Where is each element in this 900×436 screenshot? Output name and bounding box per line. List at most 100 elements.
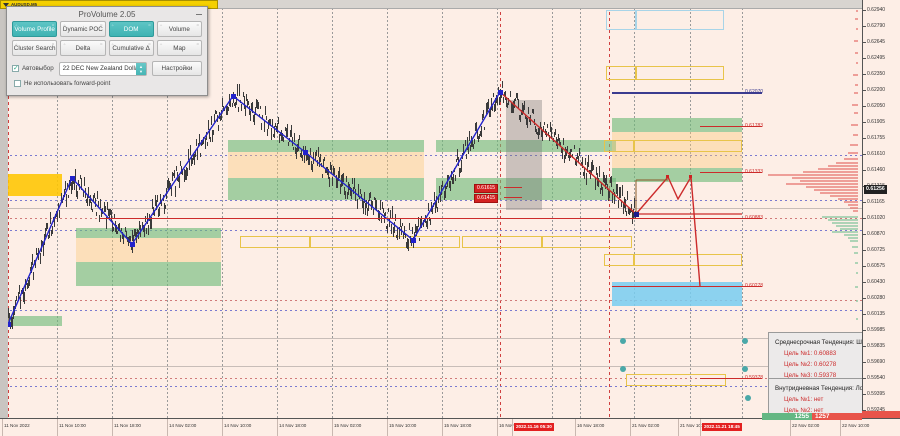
candle [67, 194, 69, 198]
candle [271, 119, 273, 127]
autoselect-checkbox[interactable]: Автовыбор [12, 64, 54, 73]
candle [54, 219, 56, 228]
price-level-extension [612, 286, 742, 287]
time-tick-separator [167, 419, 168, 436]
candle [179, 176, 181, 189]
candle [264, 106, 266, 116]
candle [237, 84, 239, 97]
volume-bar-sell [848, 204, 858, 206]
provolume-button-dom[interactable]: ⊹ ⊙ DOM [108, 21, 154, 37]
volume-buy [832, 222, 858, 224]
volume-bar-sell [768, 174, 858, 176]
current-price-label: 0.61256 [864, 185, 887, 194]
candle [221, 110, 223, 120]
time-tick-label: 11 Nov 18:00 [114, 423, 141, 428]
price-tick-label: 0.59395 [867, 391, 886, 397]
candle [491, 106, 493, 112]
checkbox-checked-icon[interactable] [12, 64, 19, 73]
provolume-button-grid[interactable]: ⊹ ⊙ Volume Profile ⊹ ⊙ Dynamic POC ⊹ ⊙ DOM ⊹ ⊙ Volu… [7, 21, 207, 56]
candle [609, 191, 611, 198]
candle [154, 209, 156, 217]
forward-point-checkbox[interactable]: Не использовать forward-point [14, 80, 202, 87]
candle [286, 124, 288, 137]
candle [57, 212, 59, 223]
candle [342, 172, 344, 183]
candle [508, 97, 510, 106]
candle [258, 102, 260, 110]
checkbox-unchecked-icon[interactable] [14, 80, 21, 87]
volume-bar-sell [792, 177, 858, 179]
provolume-panel[interactable]: ProVolume 2.05 ⊹ ⊙ Volume Profile ⊹ ⊙ Dynamic… [6, 6, 208, 96]
candle [578, 147, 580, 157]
candle [129, 235, 131, 241]
provolume-forwardpoint-row[interactable]: Не использовать forward-point [7, 76, 207, 87]
candle [346, 175, 347, 183]
candle [585, 157, 586, 165]
time-tick-label: 11 Nov 10:00 [59, 423, 86, 428]
candle [104, 205, 106, 212]
candle [123, 233, 125, 244]
candle [298, 138, 300, 152]
candle [196, 138, 198, 147]
forecast-pivot-marker [666, 175, 669, 178]
minimize-icon[interactable] [196, 14, 202, 15]
candle [320, 163, 322, 167]
candle [213, 114, 215, 123]
price-tick-label: 0.62495 [867, 55, 886, 61]
candle [400, 225, 402, 236]
price-axis[interactable]: 0.62940 0.62790 0.62645 0.62495 0.62350 0.622… [862, 0, 900, 427]
candle [29, 277, 30, 287]
volume-buy [836, 225, 858, 227]
horizontal-gridline-4 [0, 386, 862, 387]
price-tick-mark [863, 42, 866, 43]
candle [18, 285, 20, 295]
settings-button[interactable]: Настройки [152, 61, 202, 76]
provolume-button-label: Volume Profile [14, 25, 55, 33]
candle [619, 186, 621, 198]
provolume-contract-row[interactable]: Автовыбор 22 DEC New Zealand Dollar ▲▼ Н… [7, 56, 207, 76]
price-tick-label: 0.61460 [867, 167, 886, 173]
provolume-button-volume[interactable]: ⊹ ⊙ Volume [156, 21, 202, 37]
candle [48, 228, 50, 238]
provolume-button-dynamic-poc[interactable]: ⊹ ⊙ Dynamic POC [60, 21, 106, 37]
candle [447, 174, 449, 180]
candle [419, 237, 421, 242]
price-tick-mark [863, 10, 866, 11]
provolume-button-cumulative[interactable]: ⊹ ⊙ Cumulative Δ [108, 40, 154, 56]
price-tick-label: 0.61165 [867, 199, 885, 205]
time-tick-separator [2, 419, 3, 436]
forward-point-label: Не использовать forward-point [24, 80, 111, 87]
dom-level-dot [620, 338, 626, 344]
time-axis[interactable]: 11 Nov 2022 11 Nov 10:00 11 Nov 18:00 14 No… [0, 418, 900, 436]
spinner-icon[interactable]: ▲ ▼ [136, 62, 146, 75]
candle [621, 185, 623, 196]
volume-bar-sell [853, 134, 858, 136]
contract-select[interactable]: 22 DEC New Zealand Dollar ▲ ▼ [58, 61, 147, 76]
outline-yellow-outline-top-2 [636, 66, 724, 80]
bid-ask-strip[interactable]: 1255 1257 [762, 411, 862, 422]
candle [626, 211, 627, 216]
provolume-titlebar[interactable]: ProVolume 2.05 [7, 7, 207, 21]
ask-value: 1257 [812, 413, 862, 420]
candle [581, 157, 583, 168]
provolume-button-cluster-search[interactable]: ⊹ ⊙ Cluster Search [12, 40, 58, 56]
autoselect-label: Автовыбор [22, 65, 54, 72]
candle [209, 137, 211, 142]
time-marker-label: 2022.11.21 18:45 [702, 423, 742, 431]
provolume-button-delta[interactable]: ⊹ ⊙ Delta [60, 40, 106, 56]
price-tick-label: 0.59540 [867, 375, 886, 381]
price-tick-mark [863, 282, 866, 283]
price-tick-mark [863, 138, 866, 139]
candle [584, 166, 585, 179]
candle [389, 217, 390, 228]
provolume-button-volume-profile[interactable]: ⊹ ⊙ Volume Profile [12, 21, 58, 37]
price-tick-label: 0.62940 [867, 7, 886, 13]
candle [81, 178, 83, 190]
price-tick-label: 0.60430 [867, 279, 886, 285]
candle [52, 225, 54, 234]
candle [528, 107, 530, 115]
chart-plot-area[interactable]: 0.62070 0.61783 0.61333 0.60883 0.60278 0.593… [0, 0, 862, 418]
provolume-button-map[interactable]: ⊹ ⊙ Map [156, 40, 202, 56]
price-level-line [612, 92, 762, 94]
time-tick-label: 15 Nov 10:00 [389, 423, 417, 428]
